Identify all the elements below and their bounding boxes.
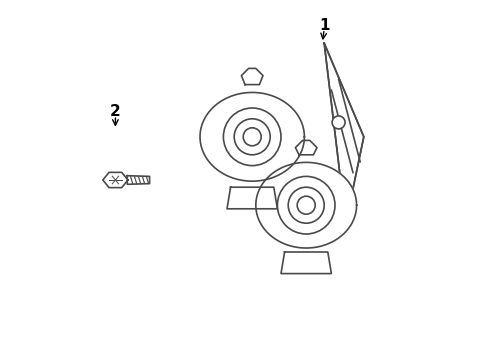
Polygon shape <box>227 187 277 209</box>
Polygon shape <box>103 172 128 188</box>
Circle shape <box>288 187 324 223</box>
Circle shape <box>277 176 335 234</box>
Circle shape <box>332 116 345 129</box>
Polygon shape <box>281 252 331 274</box>
Circle shape <box>243 128 261 146</box>
Circle shape <box>234 119 270 155</box>
Polygon shape <box>127 176 149 184</box>
Polygon shape <box>200 93 304 181</box>
Text: 1: 1 <box>319 18 329 33</box>
Polygon shape <box>256 162 357 248</box>
Circle shape <box>297 196 315 214</box>
Circle shape <box>223 108 281 166</box>
Polygon shape <box>324 43 364 223</box>
Text: 2: 2 <box>110 104 121 119</box>
